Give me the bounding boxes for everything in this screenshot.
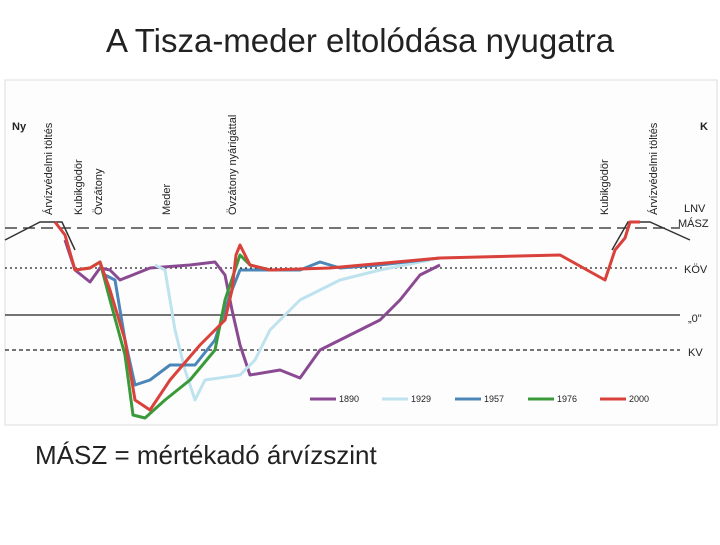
legend-label: 1929 — [411, 394, 431, 404]
legend-label: 1890 — [339, 394, 359, 404]
level-label: KV — [688, 347, 703, 359]
legend-label: 2000 — [629, 394, 649, 404]
east-label: K — [700, 121, 708, 133]
feature-label: Árvízvédelmi töltés — [42, 122, 55, 215]
feature-label: Meder — [161, 183, 173, 215]
caption: MÁSZ = mértékadó árvízszint — [35, 440, 377, 470]
feature-label: Kubikgödör — [599, 159, 611, 215]
west-label: Ny — [12, 121, 27, 133]
legend-label: 1976 — [557, 394, 577, 404]
legend-label: 1957 — [484, 394, 504, 404]
feature-label: Árvízvédelmi töltés — [647, 122, 660, 215]
left-dike — [4, 221, 76, 251]
feature-label: Kubikgödör — [73, 159, 85, 215]
level-label: KÖV — [684, 264, 708, 276]
feature-label: Övzátony nyárigáttal — [227, 115, 239, 215]
level-label: „0" — [688, 313, 702, 325]
profile-2000 — [53, 220, 640, 412]
legend: 1890 1929 1957 1976 2000 — [310, 394, 649, 404]
profile-1929 — [154, 258, 431, 402]
figure-frame — [4, 79, 718, 426]
feature-label: Övzátony — [93, 168, 105, 215]
level-label: MÁSZ — [678, 217, 709, 230]
level-label: LNV — [684, 203, 706, 215]
title: A Tisza-meder eltolódása nyugatra — [106, 22, 615, 59]
